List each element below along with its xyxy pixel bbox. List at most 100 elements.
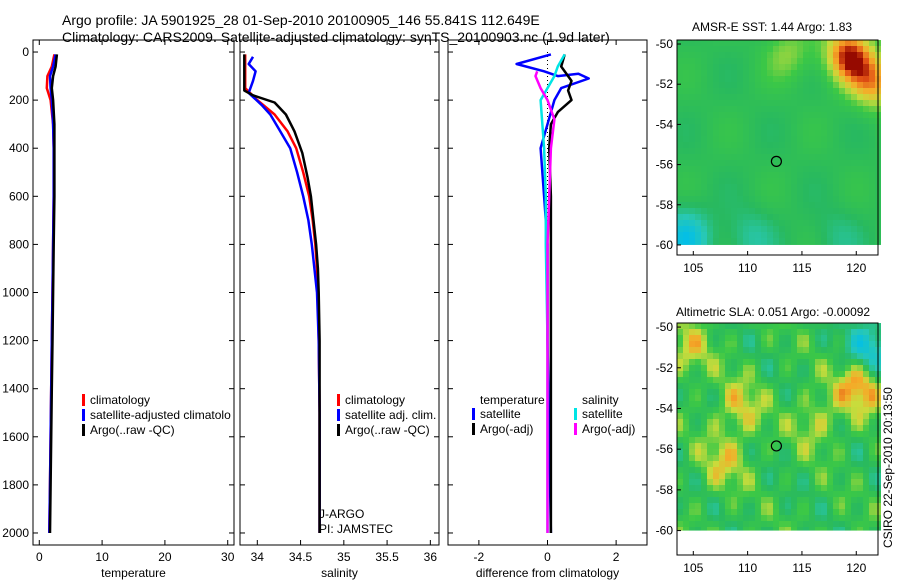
sla-cell	[869, 377, 875, 383]
sla-cell	[797, 359, 803, 365]
sla-cell	[749, 413, 755, 419]
sla-cell	[869, 383, 875, 389]
sla-cell	[779, 521, 785, 527]
sst-cell	[677, 64, 683, 70]
sla-cell	[803, 497, 809, 503]
sla-cell	[719, 455, 725, 461]
temperature-legend-entry-0-label: climatology	[90, 393, 150, 407]
sst-cell	[755, 52, 761, 58]
sla-cell	[737, 407, 743, 413]
sst-cell	[725, 40, 731, 46]
sla-cell	[683, 335, 689, 341]
sst-cell	[785, 106, 791, 112]
sst-cell	[815, 58, 821, 64]
sst-cell	[791, 190, 797, 196]
sla-cell	[785, 407, 791, 413]
sst-cell	[857, 70, 863, 76]
sst-cell	[737, 142, 743, 148]
sst-cell	[743, 46, 749, 52]
sst-cell	[821, 106, 827, 112]
sst-cell	[857, 88, 863, 94]
sst-cell	[839, 148, 845, 154]
sla-cell	[695, 467, 701, 473]
sst-cell	[755, 214, 761, 220]
sst-cell	[755, 130, 761, 136]
sla-cell	[845, 383, 851, 389]
sla-cell	[803, 413, 809, 419]
sst-cell	[773, 160, 779, 166]
sst-cell	[683, 130, 689, 136]
sla-cell	[719, 347, 725, 353]
sla-cell	[863, 395, 869, 401]
sst-cell	[683, 124, 689, 130]
sla-cell	[707, 467, 713, 473]
sst-cell	[869, 94, 875, 100]
sla-cell	[677, 443, 683, 449]
sla-cell	[725, 497, 731, 503]
sst-cell	[839, 172, 845, 178]
sst-cell	[845, 226, 851, 232]
sla-cell	[845, 443, 851, 449]
sla-cell	[797, 407, 803, 413]
sst-cell	[749, 190, 755, 196]
sla-cell	[821, 503, 827, 509]
sla-cell	[863, 431, 869, 437]
sst-cell	[863, 112, 869, 118]
sst-cell	[725, 172, 731, 178]
sst-cell	[869, 88, 875, 94]
sst-cell	[749, 106, 755, 112]
sst-cell	[827, 226, 833, 232]
sla-cell	[677, 437, 683, 443]
sla-cell	[761, 425, 767, 431]
sst-cell	[749, 40, 755, 46]
temperature-xtick-label: 30	[221, 550, 235, 564]
sla-cell	[791, 347, 797, 353]
sst-cell	[689, 130, 695, 136]
sst-cell	[683, 220, 689, 226]
sst-cell	[701, 166, 707, 172]
sla-cell	[827, 347, 833, 353]
sla-cell	[833, 425, 839, 431]
sst-cell	[851, 70, 857, 76]
sst-cell	[803, 88, 809, 94]
sla-cell	[767, 449, 773, 455]
sla-cell	[857, 497, 863, 503]
sst-cell	[785, 112, 791, 118]
depth-tick-label: 1600	[2, 430, 29, 444]
sst-cell	[713, 238, 719, 244]
sst-cell	[743, 124, 749, 130]
sla-cell	[833, 455, 839, 461]
sla-cell	[701, 437, 707, 443]
sst-cell	[791, 40, 797, 46]
sla-cell	[827, 431, 833, 437]
sst-cell	[719, 202, 725, 208]
sst-cell	[755, 172, 761, 178]
sst-cell	[779, 160, 785, 166]
sst-cell	[749, 238, 755, 244]
sst-cell	[743, 130, 749, 136]
sla-cell	[695, 485, 701, 491]
salinity-xlabel: salinity	[321, 566, 358, 580]
sst-cell	[815, 196, 821, 202]
sst-cell	[677, 100, 683, 106]
sst-cell	[779, 118, 785, 124]
sst-cell	[767, 124, 773, 130]
sla-cell	[797, 425, 803, 431]
sst-cell	[719, 214, 725, 220]
sla-cell	[773, 515, 779, 521]
sst-cell	[791, 136, 797, 142]
sla-cell	[737, 365, 743, 371]
sst-cell	[731, 166, 737, 172]
sst-cell	[845, 94, 851, 100]
sla-cell	[695, 353, 701, 359]
sla-cell	[725, 365, 731, 371]
sla-cell	[833, 503, 839, 509]
sla-cell	[809, 527, 815, 531]
sst-cell	[857, 112, 863, 118]
sst-cell	[803, 208, 809, 214]
sla-cell	[797, 353, 803, 359]
sla-cell	[677, 485, 683, 491]
sla-cell	[755, 401, 761, 407]
difference-legend-entry-0-1-swatch	[472, 423, 475, 435]
sst-cell	[695, 244, 701, 245]
